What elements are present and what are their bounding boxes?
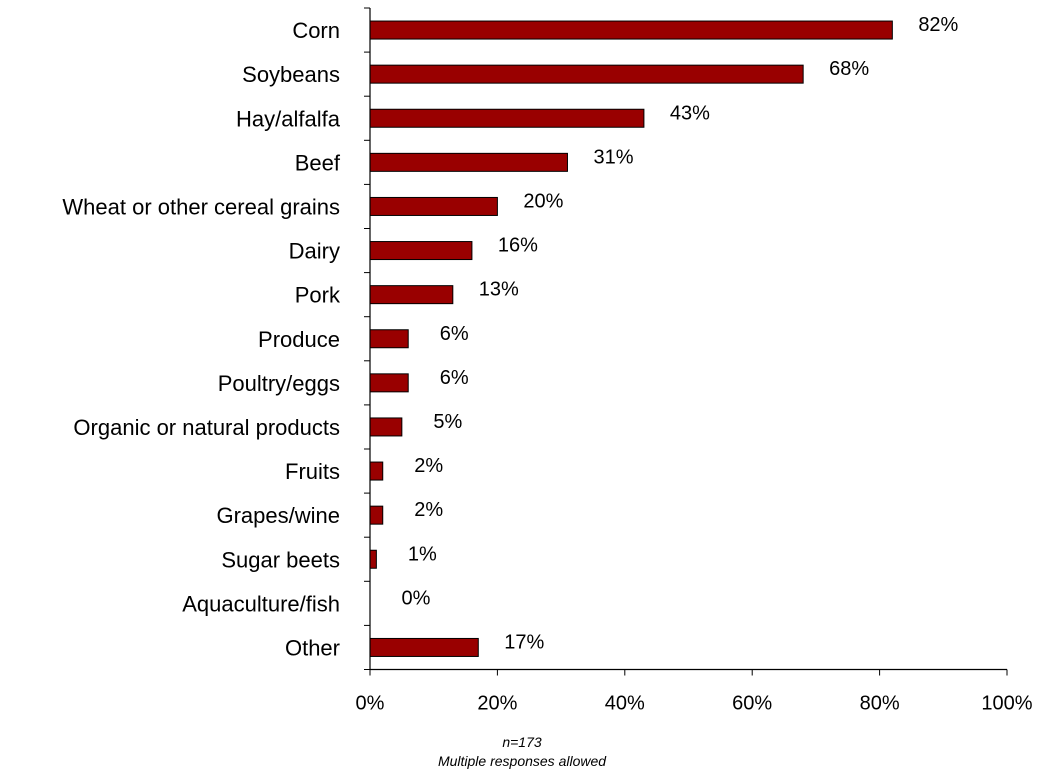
bar bbox=[369, 329, 409, 349]
x-tick-label: 100% bbox=[981, 693, 1032, 715]
category-label: Fruits bbox=[285, 459, 340, 484]
data-label: 43% bbox=[670, 102, 710, 124]
bar bbox=[369, 20, 893, 40]
bar bbox=[369, 64, 804, 84]
bar bbox=[369, 108, 645, 128]
x-tick-label: 60% bbox=[732, 693, 772, 715]
category-label: Produce bbox=[258, 327, 340, 352]
category-label: Sugar beets bbox=[221, 547, 340, 572]
bar bbox=[369, 637, 479, 657]
category-label: Poultry/eggs bbox=[218, 371, 340, 396]
data-label: 1% bbox=[408, 543, 437, 565]
category-label: Pork bbox=[295, 283, 341, 308]
data-label: 31% bbox=[593, 146, 633, 168]
x-tick-labels: 0% 20% 40% 60% 80% 100% bbox=[356, 693, 1033, 715]
data-label: 16% bbox=[498, 235, 538, 257]
sample-size-note: n=173 bbox=[502, 734, 542, 750]
bar bbox=[369, 373, 409, 393]
bar bbox=[369, 285, 454, 305]
x-tick-label: 20% bbox=[477, 693, 517, 715]
category-labels: Corn Soybeans Hay/alfalfa Beef Wheat or othe… bbox=[62, 18, 341, 660]
x-tick-label: 0% bbox=[356, 693, 385, 715]
data-label: 82% bbox=[918, 14, 958, 36]
category-label: Hay/alfalfa bbox=[236, 106, 341, 131]
bar bbox=[369, 461, 384, 481]
data-label: 13% bbox=[479, 279, 519, 301]
data-label: 6% bbox=[440, 367, 469, 389]
bar bbox=[369, 417, 403, 437]
category-label: Organic or natural products bbox=[73, 415, 340, 440]
bar bbox=[369, 152, 568, 172]
value-labels: 82% 68% 43% 31% 20% 16% 13% 6% 6% 5% 2% 2% 1% 0% 17% bbox=[402, 14, 959, 653]
data-label: 6% bbox=[440, 323, 469, 345]
category-label: Other bbox=[285, 635, 340, 660]
data-label: 0% bbox=[402, 587, 431, 609]
category-label: Aquaculture/fish bbox=[182, 591, 340, 616]
x-tick-label: 40% bbox=[605, 693, 645, 715]
data-label: 68% bbox=[829, 58, 869, 80]
category-label: Soybeans bbox=[242, 62, 340, 87]
category-label: Grapes/wine bbox=[216, 503, 340, 528]
bar bbox=[369, 196, 498, 216]
bar bbox=[369, 505, 384, 525]
category-label: Wheat or other cereal grains bbox=[62, 194, 340, 219]
data-label: 20% bbox=[523, 190, 563, 212]
data-label: 2% bbox=[414, 455, 443, 477]
data-label: 5% bbox=[433, 411, 462, 433]
category-label: Beef bbox=[295, 150, 341, 175]
bar bbox=[369, 549, 377, 569]
category-label: Dairy bbox=[289, 239, 340, 264]
bar bbox=[369, 241, 473, 261]
data-label: 17% bbox=[504, 631, 544, 653]
data-label: 2% bbox=[414, 499, 443, 521]
multiple-responses-note: Multiple responses allowed bbox=[437, 753, 607, 769]
axes bbox=[364, 7, 1008, 676]
category-label: Corn bbox=[292, 18, 340, 43]
x-tick-label: 80% bbox=[860, 693, 900, 715]
